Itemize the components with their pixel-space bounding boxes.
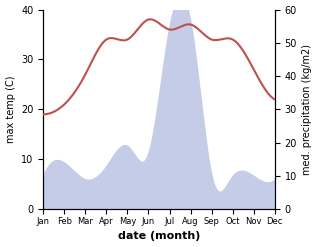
- Y-axis label: med. precipitation (kg/m2): med. precipitation (kg/m2): [302, 44, 313, 175]
- X-axis label: date (month): date (month): [118, 231, 200, 242]
- Y-axis label: max temp (C): max temp (C): [5, 76, 16, 143]
